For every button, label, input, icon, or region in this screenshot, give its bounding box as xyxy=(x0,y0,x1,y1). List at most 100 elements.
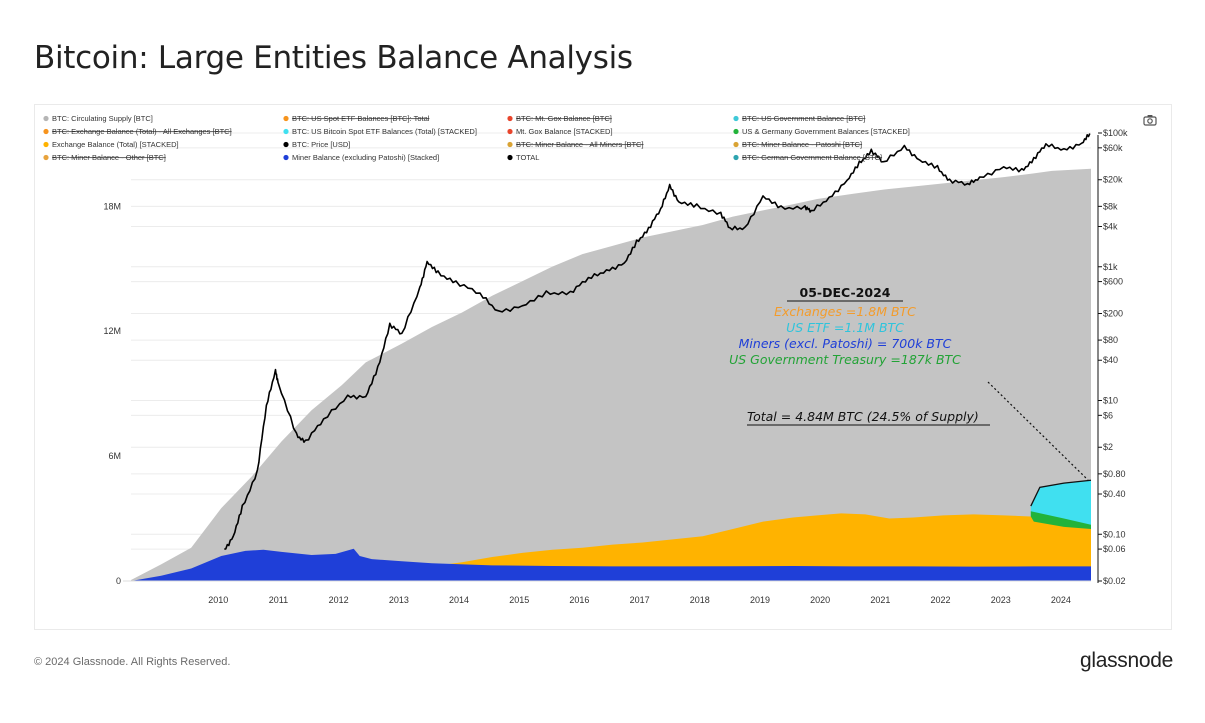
y-left-tick: 6M xyxy=(108,451,121,461)
y-right-tick: $10 xyxy=(1103,396,1118,406)
x-tick: 2022 xyxy=(931,595,951,605)
y-right-tick: $0.06 xyxy=(1103,544,1126,554)
legend-label: BTC: US Government Balance [BTC] xyxy=(742,114,865,123)
legend-swatch xyxy=(507,115,513,122)
legend-swatch xyxy=(507,128,513,135)
legend-swatch xyxy=(43,141,49,148)
page-title: Bitcoin: Large Entities Balance Analysis xyxy=(34,40,633,76)
x-tick: 2019 xyxy=(750,595,770,605)
y-right-tick: $2 xyxy=(1103,442,1113,452)
legend-item[interactable]: BTC: US Spot ETF Balances [BTC]: Total xyxy=(283,114,430,123)
legend-swatch xyxy=(43,115,49,122)
x-tick: 2020 xyxy=(810,595,830,605)
y-right-tick: $0.40 xyxy=(1103,489,1126,499)
legend-item[interactable]: BTC: Miner Balance - Patoshi [BTC] xyxy=(733,140,862,149)
legend-swatch xyxy=(283,141,289,148)
y-right-tick: $100k xyxy=(1103,128,1128,138)
footer-copyright: © 2024 Glassnode. All Rights Reserved. xyxy=(34,656,231,668)
y-right-tick: $0.80 xyxy=(1103,469,1126,479)
legend-item[interactable]: TOTAL xyxy=(507,153,539,162)
y-right-tick: $6 xyxy=(1103,410,1113,420)
legend-item[interactable]: BTC: Price [USD] xyxy=(283,140,350,149)
y-left-tick: 12M xyxy=(103,326,121,336)
legend-label: BTC: Miner Balance - Other [BTC] xyxy=(52,153,166,162)
legend-item[interactable]: Exchange Balance (Total) [STACKED] xyxy=(43,140,179,149)
legend-label: BTC: Price [USD] xyxy=(292,140,350,149)
x-tick: 2010 xyxy=(208,595,228,605)
x-tick: 2014 xyxy=(449,595,469,605)
legend-label: BTC: Mt. Gox Balance [BTC] xyxy=(516,114,612,123)
legend-swatch xyxy=(733,141,739,148)
legend-swatch xyxy=(283,115,289,122)
x-tick: 2013 xyxy=(389,595,409,605)
legend-swatch xyxy=(283,128,289,135)
legend-label: US & Germany Government Balances [STACKE… xyxy=(742,127,910,136)
legend-item[interactable]: BTC: Circulating Supply [BTC] xyxy=(43,114,153,123)
legend-item[interactable]: Miner Balance (excluding Patoshi) [Stack… xyxy=(283,153,439,162)
legend-swatch xyxy=(733,154,739,161)
x-tick: 2016 xyxy=(569,595,589,605)
y-right-tick: $0.02 xyxy=(1103,576,1126,586)
legend-label: BTC: Miner Balance - All Miners [BTC] xyxy=(516,140,644,149)
glassnode-logo: glassnode xyxy=(1079,649,1173,672)
chart-svg: 0 6M 12M 18M $100k $60k $20k $8k $4k $1k $600 $200 $… xyxy=(43,114,1128,605)
legend-item[interactable]: BTC: US Government Balance [BTC] xyxy=(733,114,865,123)
legend-swatch xyxy=(43,154,49,161)
legend-label: TOTAL xyxy=(516,153,539,162)
legend[interactable]: BTC: Circulating Supply [BTC] BTC: Exchan… xyxy=(43,114,910,162)
legend-label: BTC: Circulating Supply [BTC] xyxy=(52,114,153,123)
legend-swatch xyxy=(507,154,513,161)
y-right-tick: $200 xyxy=(1103,308,1123,318)
y-right-tick: $1k xyxy=(1103,262,1118,272)
legend-label: BTC: US Bitcoin Spot ETF Balances (Total… xyxy=(292,127,477,136)
annotation-date: 05-DEC-2024 xyxy=(800,285,891,300)
x-tick: 2018 xyxy=(690,595,710,605)
legend-item[interactable]: BTC: US Bitcoin Spot ETF Balances (Total… xyxy=(283,127,477,136)
x-tick: 2023 xyxy=(991,595,1011,605)
x-tick: 2011 xyxy=(269,595,288,605)
etf-outline xyxy=(1030,479,1092,507)
legend-item[interactable]: BTC: Miner Balance - All Miners [BTC] xyxy=(507,140,644,149)
area-series xyxy=(131,168,1092,582)
legend-label: BTC: US Spot ETF Balances [BTC]: Total xyxy=(292,114,430,123)
y-right-tick: $40 xyxy=(1103,355,1118,365)
supply-area xyxy=(131,168,1091,582)
legend-swatch xyxy=(43,128,49,135)
legend-label: Exchange Balance (Total) [STACKED] xyxy=(52,140,179,149)
y-right-tick: $8k xyxy=(1103,201,1118,211)
legend-label: Miner Balance (excluding Patoshi) [Stack… xyxy=(292,153,439,162)
y-left-tick: 18M xyxy=(103,201,121,211)
price-line xyxy=(224,133,1091,550)
y-right-tick: $80 xyxy=(1103,335,1118,345)
legend-item[interactable]: Mt. Gox Balance [STACKED] xyxy=(507,127,613,136)
axes: 0 6M 12M 18M $100k $60k $20k $8k $4k $1k $600 $200 $… xyxy=(103,128,1128,605)
legend-label: Mt. Gox Balance [STACKED] xyxy=(516,127,613,136)
legend-swatch xyxy=(733,115,739,122)
annotation-line: Exchanges =1.8M BTC xyxy=(774,304,916,319)
exchange-balance-area xyxy=(431,513,1091,581)
x-tick: 2021 xyxy=(870,595,890,605)
x-tick: 2017 xyxy=(630,595,650,605)
legend-item[interactable]: BTC: Mt. Gox Balance [BTC] xyxy=(507,114,612,123)
chart-panel: 0 6M 12M 18M $100k $60k $20k $8k $4k $1k $600 $200 $… xyxy=(34,104,1172,630)
legend-label: BTC: German Government Balance [BTC] xyxy=(742,153,882,162)
annotation-line: US Government Treasury =187k BTC xyxy=(729,352,961,367)
y-right-tick: $4k xyxy=(1103,221,1118,231)
price-series xyxy=(224,133,1091,550)
y-right-tick: $60k xyxy=(1103,143,1123,153)
x-tick: 2015 xyxy=(509,595,529,605)
legend-item[interactable]: BTC: German Government Balance [BTC] xyxy=(733,153,882,162)
y-left-tick: 0 xyxy=(116,576,121,586)
x-tick: 2024 xyxy=(1051,595,1071,605)
y-right-tick: $20k xyxy=(1103,175,1123,185)
legend-item[interactable]: BTC: Exchange Balance (Total) - All Exch… xyxy=(43,127,232,136)
annotation-total: Total = 4.84M BTC (24.5% of Supply) xyxy=(747,409,979,424)
legend-item[interactable]: BTC: Miner Balance - Other [BTC] xyxy=(43,153,166,162)
legend-swatch xyxy=(507,141,513,148)
camera-icon[interactable] xyxy=(1143,114,1157,126)
x-tick: 2012 xyxy=(329,595,349,605)
y-right-tick: $0.10 xyxy=(1103,529,1126,539)
legend-item[interactable]: US & Germany Government Balances [STACKE… xyxy=(733,127,910,136)
legend-swatch xyxy=(733,128,739,135)
